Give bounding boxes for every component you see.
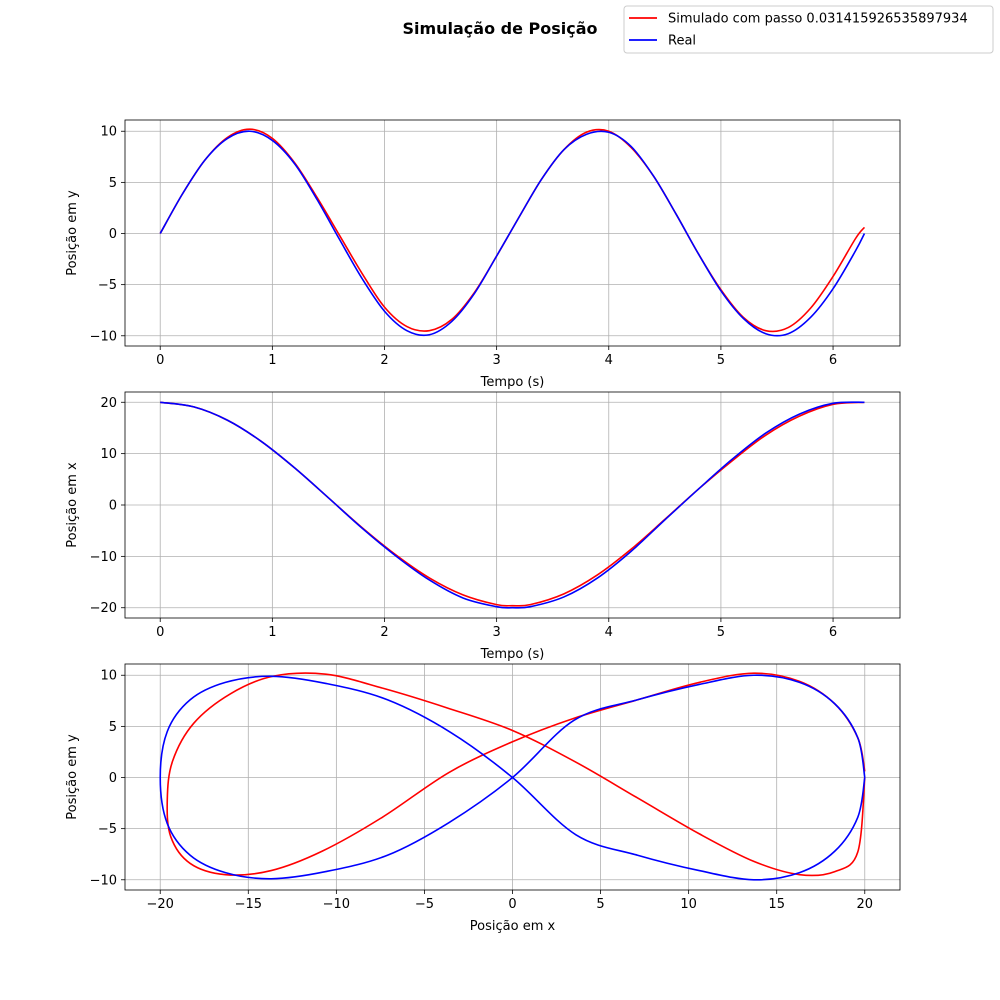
x-tick-label: 3 (492, 353, 500, 368)
y-tick-label: −10 (90, 873, 117, 888)
y-tick-label: −5 (98, 822, 117, 837)
y-tick-label: 20 (100, 396, 117, 411)
x-tick-label: 5 (717, 353, 725, 368)
legend-frame (623, 5, 994, 54)
x-tick-label: 0 (508, 897, 516, 912)
x-tick-label: 15 (768, 897, 785, 912)
x-tick-label: 10 (680, 897, 697, 912)
x-tick-label: −10 (323, 897, 350, 912)
x-axis-label: Tempo (s) (480, 647, 545, 662)
x-tick-label: 6 (829, 353, 837, 368)
y-axis-label: Posição em y (65, 190, 80, 276)
x-tick-label: −5 (415, 897, 434, 912)
axes-x-vs-time: 0 1 2 3 4 5 6 −20 −10 0 10 20 Tempo (s) Posição em x (65, 391, 901, 662)
axes-y-vs-x: −20 −15 −10 −5 0 5 10 15 20 −10 −5 0 5 10 Posição em x… (65, 663, 901, 934)
y-tick-label: −10 (90, 550, 117, 565)
x-tick-label: 3 (492, 625, 500, 640)
x-tick-label: 1 (268, 625, 276, 640)
legend-label-simulado: Simulado com passo 0.031415926535897934 (668, 12, 968, 27)
series-line-real (159, 674, 866, 881)
x-tick-label: 5 (717, 625, 725, 640)
y-tick-label: 10 (100, 447, 117, 462)
x-tick-label: 20 (856, 897, 873, 912)
x-tick-label: 5 (596, 897, 604, 912)
x-axis-label: Posição em x (470, 919, 556, 934)
y-tick-label: 10 (100, 125, 117, 140)
y-tick-label: 5 (109, 176, 117, 191)
y-tick-label: 10 (100, 669, 117, 684)
axes-frame (124, 119, 901, 347)
x-tick-label: −20 (147, 897, 174, 912)
y-tick-label: 5 (109, 720, 117, 735)
y-tick-label: −20 (90, 601, 117, 616)
x-tick-label: 4 (605, 353, 613, 368)
y-axis-label: Posição em x (65, 462, 80, 548)
series-line-real (159, 130, 866, 337)
y-tick-label: 0 (109, 227, 117, 242)
y-tick-label: 0 (109, 771, 117, 786)
x-tick-label: 2 (380, 625, 388, 640)
series-line-simulado (166, 672, 866, 877)
x-tick-label: 4 (605, 625, 613, 640)
x-tick-label: 0 (156, 353, 164, 368)
legend-label-real: Real (668, 34, 696, 49)
y-tick-label: −10 (90, 329, 117, 344)
series-line-real (160, 401, 865, 609)
x-tick-label: 1 (268, 353, 276, 368)
y-axis-label: Posição em y (65, 734, 80, 820)
x-tick-label: 6 (829, 625, 837, 640)
x-axis-label: Tempo (s) (480, 375, 545, 390)
x-tick-label: 0 (156, 625, 164, 640)
x-tick-label: 2 (380, 353, 388, 368)
x-tick-label: −15 (235, 897, 262, 912)
figure-title: Simulação de Posição (402, 19, 597, 38)
axes-y-vs-time: 0 1 2 3 4 5 6 −10 −5 0 5 10 Tempo (s) Posição em y (65, 119, 901, 390)
legend: Simulado com passo 0.031415926535897934 … (623, 5, 994, 54)
y-tick-label: −5 (98, 278, 117, 293)
y-tick-label: 0 (109, 499, 117, 514)
